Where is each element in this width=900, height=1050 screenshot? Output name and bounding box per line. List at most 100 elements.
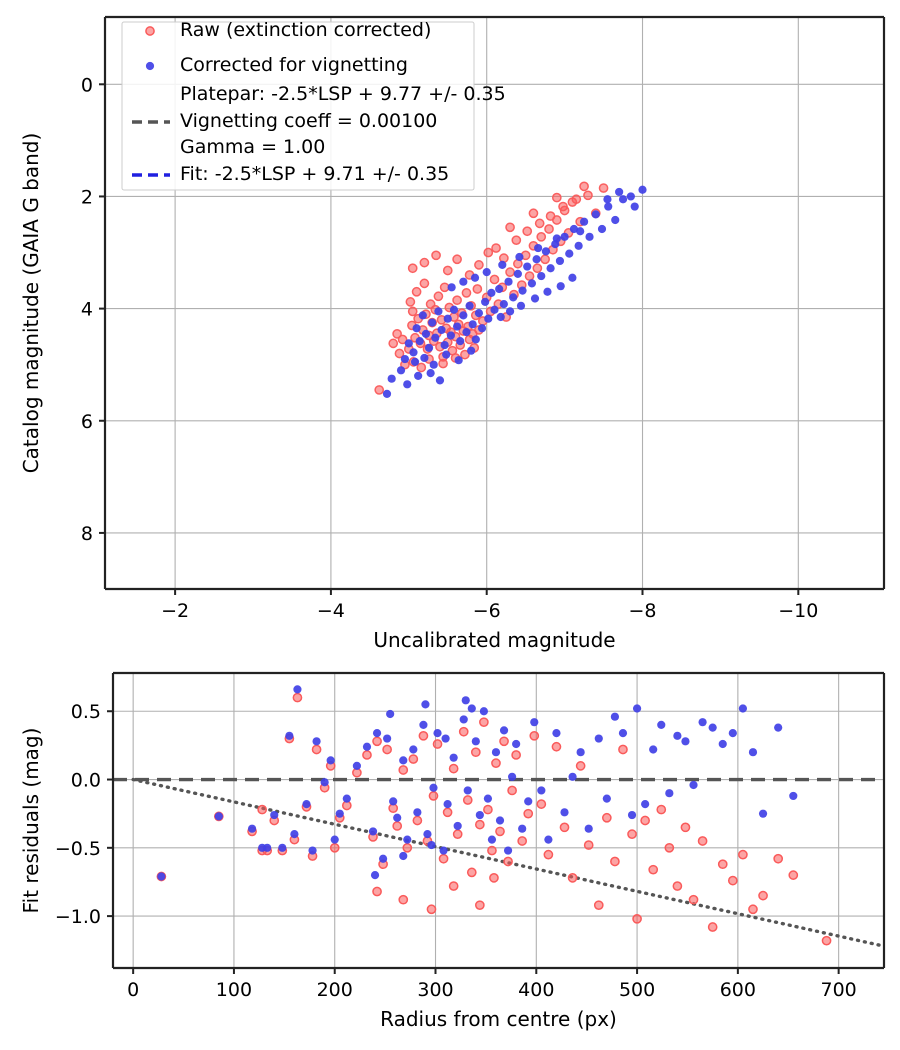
data-point-corrected: [579, 217, 589, 226]
data-point-corrected: [487, 835, 497, 844]
data-point-corrected: [503, 846, 513, 855]
data-point-corrected: [278, 843, 287, 852]
data-point-raw: [688, 894, 699, 905]
data-point-corrected: [383, 734, 392, 743]
data-point-raw: [598, 183, 609, 193]
data-point-raw: [579, 181, 589, 192]
legend-item-fit: Fit: -2.5*LSP + 9.71 +/- 0.35: [132, 163, 449, 185]
data-point-corrected: [565, 249, 574, 258]
data-point-raw: [523, 808, 534, 819]
data-point-corrected: [560, 808, 569, 817]
data-point-raw: [748, 904, 758, 915]
data-point-corrected: [560, 232, 569, 241]
data-point-corrected: [409, 348, 418, 357]
data-point-corrected: [456, 337, 465, 346]
data-point-corrected: [312, 737, 321, 746]
data-point-raw: [495, 826, 505, 837]
data-point-raw: [505, 267, 515, 278]
panel1-xtick-label: −4: [317, 600, 345, 622]
legend-marker-dot: [145, 26, 155, 36]
data-point-corrected: [431, 333, 440, 342]
data-point-corrected: [491, 748, 501, 757]
data-point-corrected: [412, 324, 421, 333]
data-point-corrected: [626, 192, 635, 201]
data-point-corrected: [410, 357, 420, 366]
data-point-raw: [257, 804, 268, 815]
data-point-corrected: [443, 314, 452, 323]
data-point-raw: [426, 904, 437, 915]
data-point-raw: [491, 243, 501, 253]
data-point-corrected: [512, 739, 521, 749]
data-point-corrected: [308, 846, 317, 855]
data-point-raw: [407, 263, 418, 274]
data-point-raw: [479, 717, 489, 728]
legend-label: Raw (extinction corrected): [180, 19, 431, 41]
data-point-corrected: [454, 356, 463, 365]
legend-item-corrected: Corrected for vignetting: [145, 54, 408, 76]
data-point-raw: [388, 338, 399, 349]
data-point-corrected: [789, 791, 798, 801]
data-point-raw: [483, 804, 493, 815]
data-point-raw: [405, 297, 416, 307]
data-point-raw: [717, 859, 728, 870]
panel1-ytick-label: 0: [81, 74, 93, 96]
data-point-raw: [601, 812, 612, 823]
data-point-corrected: [368, 827, 378, 836]
panel1-ytick-label: 2: [81, 186, 93, 208]
data-point-corrected: [399, 851, 408, 861]
data-point-raw: [433, 291, 444, 302]
panel1-data-area: [374, 181, 647, 398]
data-point-corrected: [569, 224, 579, 234]
data-point-raw: [532, 263, 543, 274]
data-point-raw: [610, 856, 620, 867]
panel1-xtick-label: −8: [629, 600, 657, 622]
data-point-corrected: [467, 346, 476, 355]
data-point-corrected: [382, 389, 392, 398]
data-point-corrected: [568, 772, 577, 781]
data-point-raw: [407, 306, 418, 317]
data-point-raw: [648, 864, 659, 875]
data-point-corrected: [418, 311, 427, 320]
data-point-corrected: [421, 329, 431, 338]
legend-box: [121, 21, 475, 191]
data-point-corrected: [404, 339, 413, 348]
data-point-corrected: [537, 271, 546, 281]
panel2-ytick-label: −1.0: [55, 906, 101, 928]
data-point-raw: [627, 829, 637, 840]
data-point-corrected: [290, 830, 299, 839]
panel2-ytick-label: 0.5: [71, 701, 101, 723]
data-point-raw: [524, 271, 535, 281]
data-point-raw: [329, 842, 340, 853]
panel2-xtick-label: 100: [216, 979, 252, 1001]
data-point-raw: [503, 856, 513, 867]
data-point-corrected: [544, 835, 553, 844]
data-point-corrected: [479, 707, 488, 716]
data-point-corrected: [689, 780, 698, 790]
data-point-corrected: [463, 786, 472, 795]
data-point-raw: [408, 754, 419, 764]
data-point-corrected: [604, 202, 613, 211]
data-point-raw: [821, 935, 832, 946]
data-point-corrected: [352, 761, 361, 770]
data-point-corrected: [611, 215, 620, 225]
data-point-corrected: [428, 318, 437, 327]
data-point-raw: [559, 822, 570, 833]
data-point-corrected: [513, 269, 522, 278]
data-point-corrected: [320, 778, 329, 787]
data-point-corrected: [414, 371, 423, 380]
data-point-corrected: [708, 723, 717, 732]
panel1-xtick-label: −10: [778, 600, 818, 622]
data-point-raw: [466, 867, 477, 878]
data-point-raw: [773, 853, 784, 864]
panel2-xaxis-label: Radius from centre (px): [380, 1007, 617, 1031]
data-point-corrected: [673, 731, 682, 740]
data-point-corrected: [568, 273, 577, 282]
data-point-raw: [536, 799, 547, 809]
data-point-corrected: [534, 243, 543, 253]
data-point-raw: [529, 730, 540, 741]
data-point-corrected: [576, 227, 585, 236]
data-point-raw: [419, 278, 430, 289]
data-point-corrected: [718, 739, 727, 749]
data-point-corrected: [585, 232, 594, 241]
data-point-corrected: [342, 794, 351, 803]
